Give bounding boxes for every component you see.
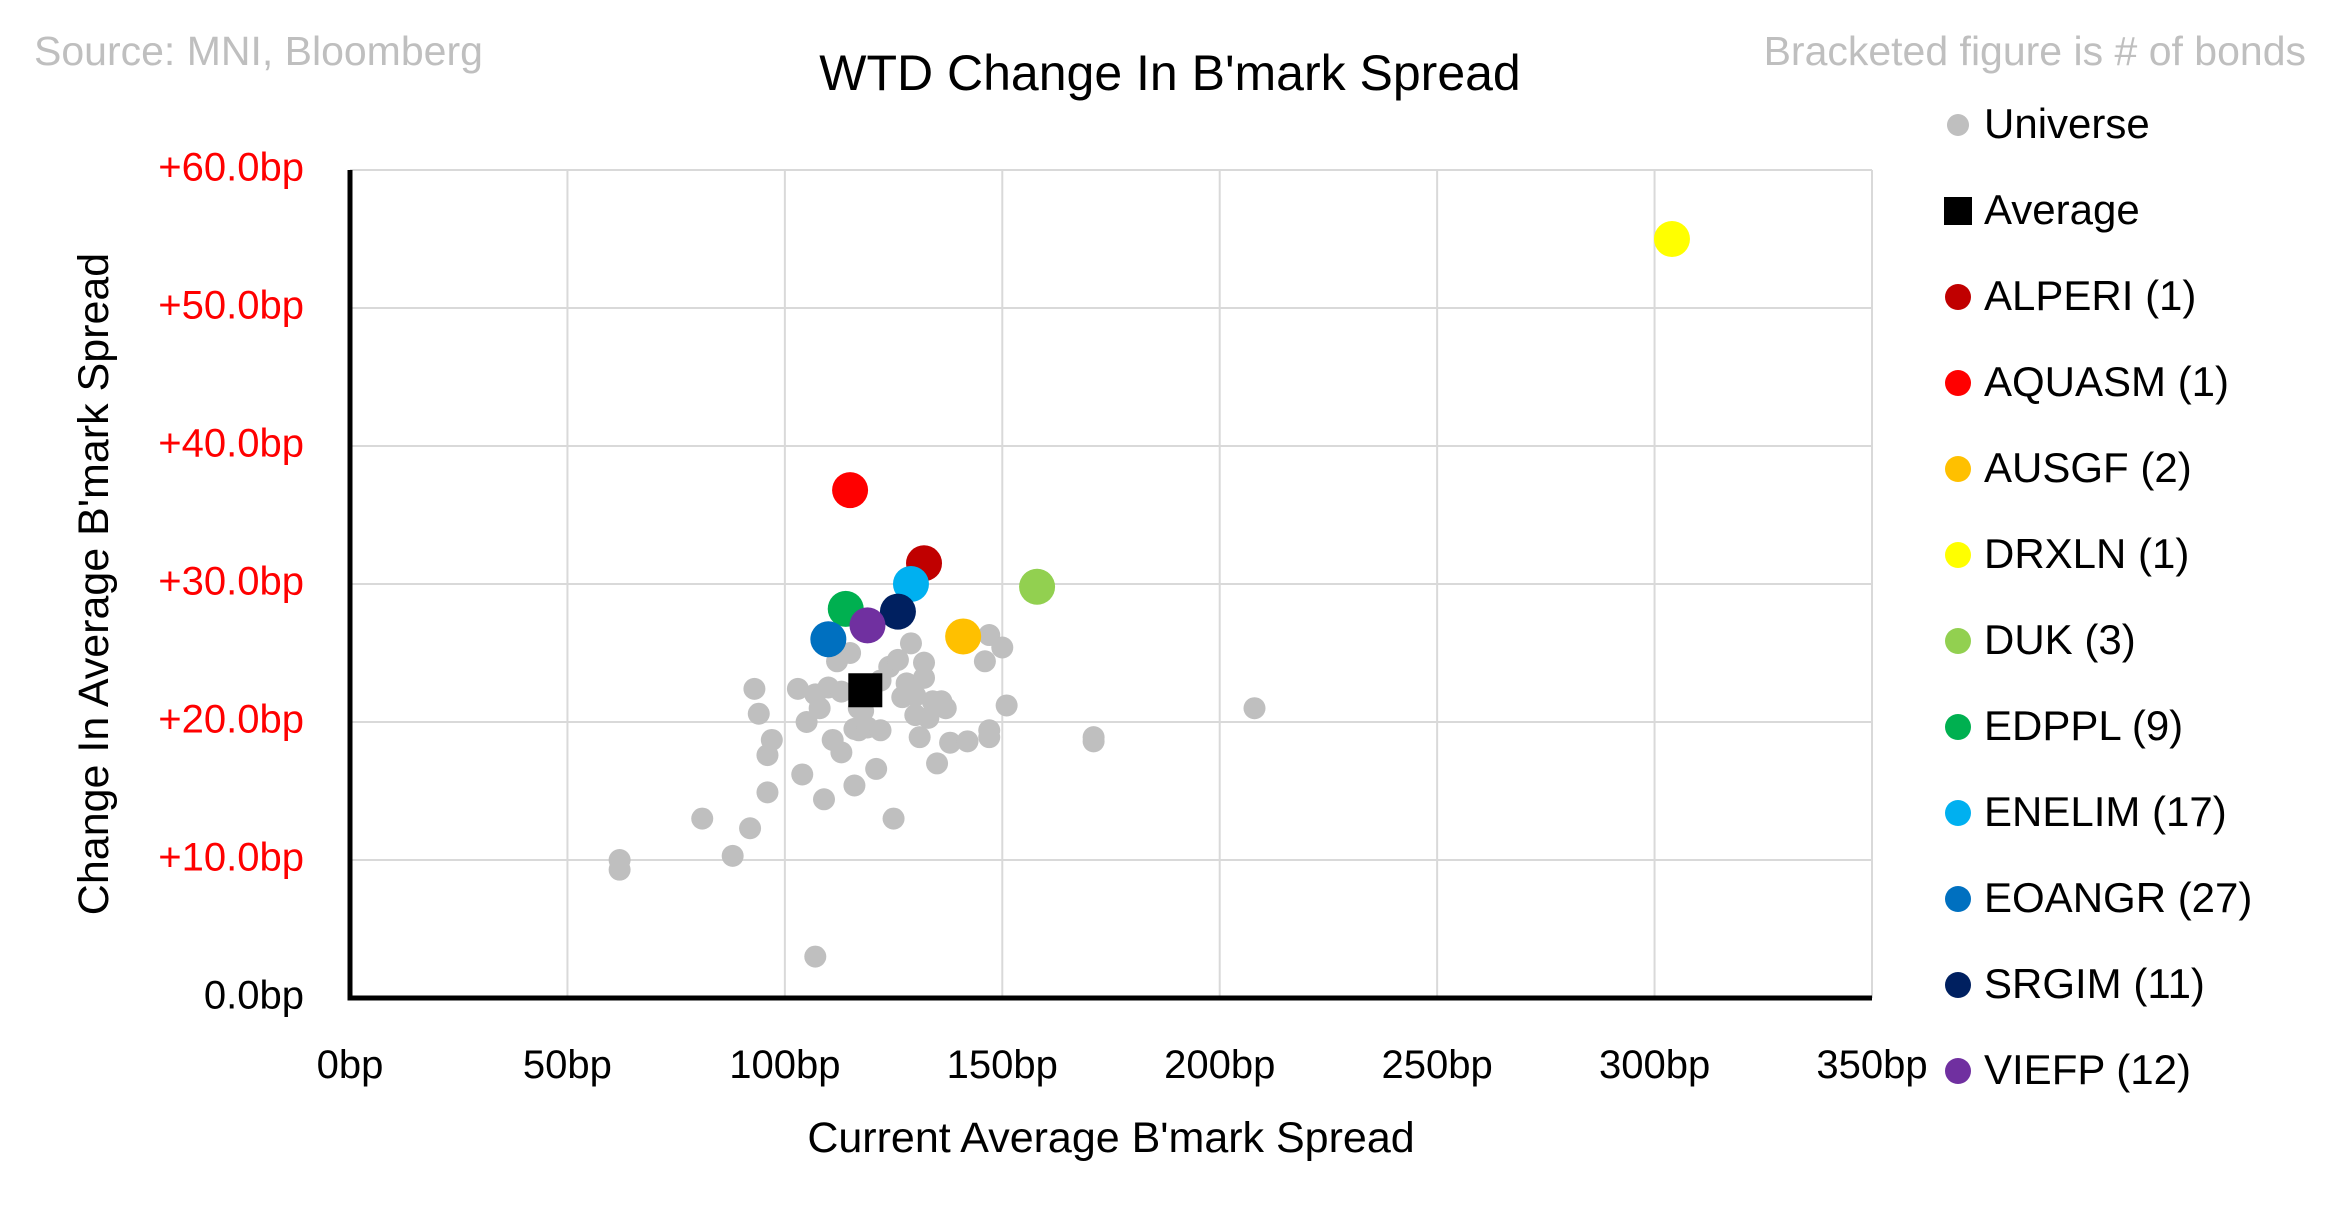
universe-point bbox=[760, 728, 783, 751]
drxln-point bbox=[1653, 221, 1690, 257]
y-axis-label: Change In Average B'mark Spread bbox=[70, 253, 118, 915]
y-axis-ticks: 0.0bp +10.0bp +20.0bp +30.0bp +40.0bp +50.0bp… bbox=[158, 146, 304, 1018]
universe-point bbox=[791, 763, 814, 786]
legend-eoangr-label: EOANGR (27) bbox=[1984, 874, 2252, 921]
enelim-point bbox=[892, 566, 929, 602]
srgim-point bbox=[879, 593, 916, 630]
universe-point bbox=[804, 945, 827, 968]
legend-average-marker bbox=[1944, 197, 1972, 225]
legend-universe-marker bbox=[1947, 114, 1969, 136]
universe-point bbox=[934, 697, 957, 720]
legend-alperi-marker bbox=[1945, 284, 1971, 310]
legend-viefp-marker bbox=[1945, 1058, 1971, 1084]
x-axis-ticks: 0bp 50bp 100bp 150bp 200bp 250bp 300bp 350bp bbox=[317, 1043, 1928, 1087]
legend-ausgf-label: AUSGF (2) bbox=[1984, 444, 2192, 491]
legend-drxln-marker bbox=[1945, 542, 1971, 568]
universe-point bbox=[808, 697, 831, 720]
legend-average-label: Average bbox=[1984, 186, 2140, 233]
legend-universe-label: Universe bbox=[1984, 100, 2150, 147]
legend-aquasm-marker bbox=[1945, 370, 1971, 396]
universe-point bbox=[995, 694, 1018, 717]
universe-point bbox=[608, 858, 631, 881]
legend-srgim-label: SRGIM (11) bbox=[1984, 960, 2205, 1007]
legend-eoangr-marker bbox=[1945, 886, 1971, 912]
universe-point bbox=[991, 636, 1014, 659]
legend-edppl-marker bbox=[1945, 714, 1971, 740]
universe-point bbox=[917, 706, 940, 729]
legend-alperi-label: ALPERI (1) bbox=[1984, 272, 2196, 319]
universe-point bbox=[886, 648, 909, 671]
legend-ausgf-marker bbox=[1945, 456, 1971, 482]
chart-title: WTD Change In B'mark Spread bbox=[819, 45, 1521, 101]
universe-point bbox=[904, 684, 927, 707]
y-tick-label: +40.0bp bbox=[158, 422, 304, 466]
y-tick-label: +30.0bp bbox=[158, 560, 304, 604]
x-tick-label: 0bp bbox=[317, 1043, 384, 1087]
x-tick-label: 350bp bbox=[1816, 1043, 1927, 1087]
legend-edppl-label: EDPPL (9) bbox=[1984, 702, 2183, 749]
universe-point bbox=[973, 650, 996, 673]
universe-point bbox=[691, 807, 714, 830]
universe-point bbox=[913, 666, 936, 689]
universe-point bbox=[939, 731, 962, 754]
legend-viefp-label: VIEFP (12) bbox=[1984, 1046, 2191, 1093]
legend-duk-label: DUK (3) bbox=[1984, 616, 2136, 663]
x-tick-label: 100bp bbox=[729, 1043, 840, 1087]
legend-srgim-marker bbox=[1945, 972, 1971, 998]
universe-point bbox=[926, 752, 949, 775]
universe-point bbox=[913, 651, 936, 674]
x-axis-label: Current Average B'mark Spread bbox=[807, 1114, 1414, 1162]
legend-duk-marker bbox=[1945, 628, 1971, 654]
universe-point bbox=[743, 677, 766, 700]
universe-point bbox=[721, 844, 744, 867]
universe-point bbox=[756, 781, 779, 804]
legend: Universe Average ALPERI (1) AQUASM (1) AUSGF… bbox=[1944, 100, 2252, 1093]
ausgf-point bbox=[945, 618, 982, 655]
universe-point bbox=[830, 741, 853, 764]
y-tick-label: +10.0bp bbox=[158, 836, 304, 880]
average-point bbox=[848, 673, 883, 708]
gridlines bbox=[350, 169, 1873, 998]
universe-point bbox=[739, 817, 762, 840]
x-tick-label: 300bp bbox=[1599, 1043, 1710, 1087]
universe-point bbox=[795, 711, 818, 733]
y-tick-label: +20.0bp bbox=[158, 698, 304, 742]
universe-point bbox=[747, 702, 770, 725]
y-tick-label: +50.0bp bbox=[158, 284, 304, 328]
universe-point bbox=[812, 788, 835, 811]
legend-note: Bracketed figure is # of bonds bbox=[1764, 28, 2306, 74]
data-points bbox=[608, 221, 1690, 968]
universe-point bbox=[1082, 730, 1105, 753]
y-tick-label: +60.0bp bbox=[158, 146, 304, 190]
eoangr-point bbox=[810, 621, 847, 658]
source-note: Source: MNI, Bloomberg bbox=[34, 28, 483, 74]
universe-point bbox=[786, 677, 809, 700]
universe-point bbox=[978, 726, 1001, 749]
x-tick-label: 250bp bbox=[1382, 1043, 1493, 1087]
legend-aquasm-label: AQUASM (1) bbox=[1984, 358, 2229, 405]
legend-enelim-label: ENELIM (17) bbox=[1984, 788, 2227, 835]
aquasm-point bbox=[832, 472, 869, 509]
universe-point bbox=[839, 642, 862, 664]
legend-enelim-marker bbox=[1945, 800, 1971, 826]
x-tick-label: 150bp bbox=[947, 1043, 1058, 1087]
y-tick-label: 0.0bp bbox=[204, 974, 304, 1018]
universe-point bbox=[899, 632, 922, 655]
viefp-point bbox=[849, 607, 886, 644]
universe-point bbox=[869, 719, 892, 742]
universe-point bbox=[882, 807, 905, 830]
legend-drxln-label: DRXLN (1) bbox=[1984, 530, 2189, 577]
x-tick-label: 200bp bbox=[1164, 1043, 1275, 1087]
universe-point bbox=[843, 774, 866, 797]
universe-point bbox=[830, 680, 853, 703]
universe-point bbox=[865, 757, 888, 780]
universe-point bbox=[908, 726, 931, 749]
x-tick-label: 50bp bbox=[523, 1043, 612, 1087]
universe-point bbox=[956, 730, 979, 753]
universe-point bbox=[1243, 697, 1266, 720]
duk-point bbox=[1019, 568, 1056, 605]
